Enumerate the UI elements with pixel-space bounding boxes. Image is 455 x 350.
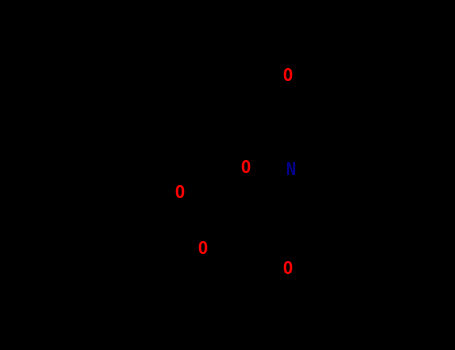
Text: O: O bbox=[282, 260, 292, 278]
Text: O: O bbox=[282, 67, 292, 85]
Text: O: O bbox=[197, 239, 207, 258]
Text: O: O bbox=[240, 159, 250, 177]
Text: O: O bbox=[174, 184, 184, 202]
Text: N: N bbox=[286, 161, 296, 179]
